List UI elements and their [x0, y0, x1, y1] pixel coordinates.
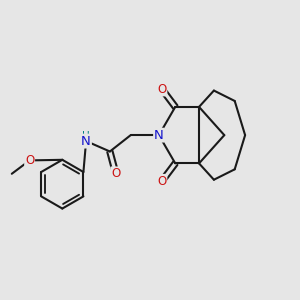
Text: N: N	[154, 129, 164, 142]
Text: O: O	[25, 154, 34, 167]
Text: N: N	[81, 135, 91, 148]
Text: O: O	[157, 175, 167, 188]
Text: O: O	[111, 167, 120, 180]
Text: O: O	[157, 82, 167, 96]
Text: H: H	[82, 131, 90, 141]
